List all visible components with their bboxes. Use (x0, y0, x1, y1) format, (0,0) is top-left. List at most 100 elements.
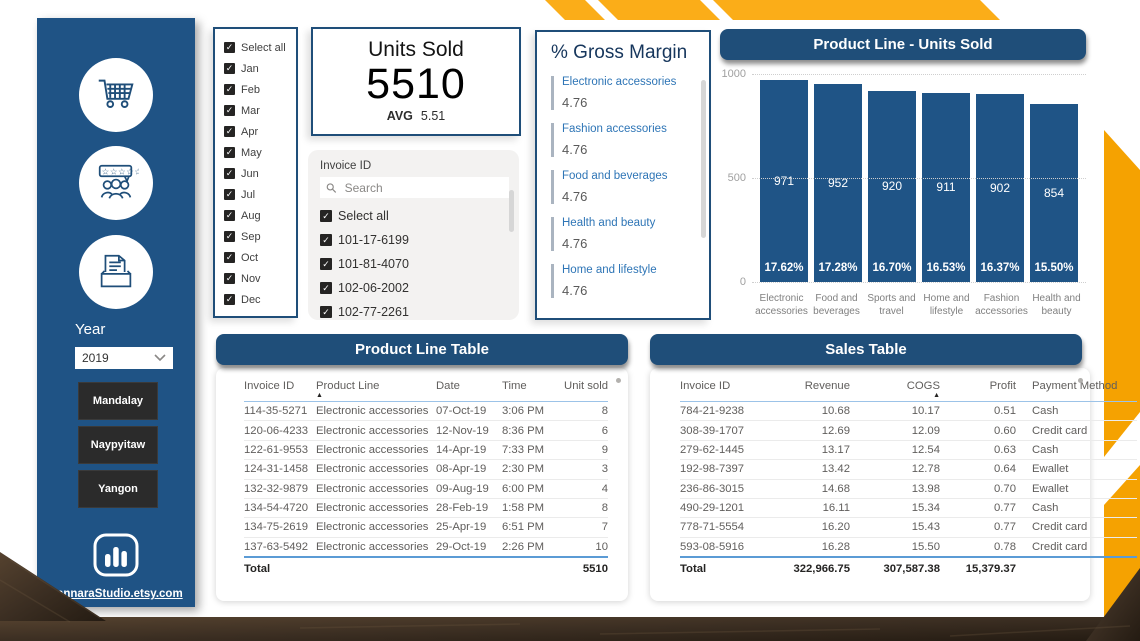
month-option[interactable]: ✓ Feb (224, 79, 296, 100)
checkbox-checked-icon[interactable]: ✓ (224, 210, 235, 221)
month-option[interactable]: ✓ Select all (224, 37, 296, 58)
city-button-naypyitaw[interactable]: Naypyitaw (78, 426, 158, 464)
column-header-revenue[interactable]: Revenue (772, 378, 850, 402)
table-row[interactable]: 192-98-7397 13.42 12.78 0.64 Ewallet (680, 459, 1137, 480)
bar-percent-label: 17.62% (764, 262, 804, 274)
bar-5[interactable]: 902 16.37% (976, 94, 1024, 282)
gross-margin-item[interactable]: Fashion accessories 4.76 (551, 123, 697, 157)
column-header-payment-method[interactable]: Payment Method (1016, 378, 1137, 402)
month-option[interactable]: ✓ Jul (224, 184, 296, 205)
checkbox-checked-icon[interactable]: ✓ (224, 147, 235, 158)
table-cell: 13.98 (850, 479, 940, 499)
bar-1[interactable]: 971 17.62% (760, 80, 808, 282)
sales-table: Invoice ID Revenue COGS ▲ Profit Payment Meth… (680, 378, 1137, 579)
column-header-unit-sold[interactable]: Unit sold (558, 378, 608, 402)
checkbox-checked-icon[interactable]: ✓ (224, 231, 235, 242)
bar-4[interactable]: 911 16.53% (922, 92, 970, 282)
table-cell: Electronic accessories (316, 459, 436, 480)
table-row[interactable]: 134-75-2619 Electronic accessories 25-Apr-… (244, 517, 608, 538)
column-header-label: Unit sold (564, 380, 608, 392)
gross-margin-item[interactable]: Electronic accessories 4.76 (551, 76, 697, 110)
column-header-invoice-id[interactable]: Invoice ID (680, 378, 772, 402)
table-cell: 778-71-5554 (680, 517, 772, 538)
table-row[interactable]: 490-29-1201 16.11 15.34 0.77 Cash (680, 498, 1137, 519)
invoice-option[interactable]: ✓ 102-77-2261 (320, 300, 511, 324)
table-cell: Ewallet (1016, 459, 1137, 480)
month-option[interactable]: ✓ Apr (224, 121, 296, 142)
invoice-scrollbar[interactable] (509, 190, 514, 232)
product-table-scrollbar[interactable] (616, 378, 621, 383)
table-row[interactable]: 137-63-5492 Electronic accessories 29-Oct-… (244, 537, 608, 558)
column-header-time[interactable]: Time (502, 378, 558, 402)
table-row[interactable]: 122-61-9553 Electronic accessories 14-Apr-… (244, 440, 608, 461)
checkbox-checked-icon[interactable]: ✓ (224, 189, 235, 200)
city-button-yangon[interactable]: Yangon (78, 470, 158, 508)
checkbox-checked-icon[interactable]: ✓ (224, 105, 235, 116)
table-row[interactable]: 308-39-1707 12.69 12.09 0.60 Credit card (680, 420, 1137, 441)
bar-2[interactable]: 952 17.28% (814, 83, 862, 282)
checkbox-checked-icon[interactable]: ✓ (320, 210, 332, 222)
invoice-option[interactable]: ✓ 101-17-6199 (320, 228, 511, 252)
month-option[interactable]: ✓ May (224, 142, 296, 163)
checkbox-checked-icon[interactable]: ✓ (224, 168, 235, 179)
checkbox-checked-icon[interactable]: ✓ (320, 306, 332, 318)
category-label: Home and lifestyle (923, 293, 970, 317)
y-axis-tick: 0 (739, 276, 746, 288)
table-row[interactable]: 279-62-1445 13.17 12.54 0.63 Cash (680, 440, 1137, 461)
table-row[interactable]: 593-08-5916 16.28 15.50 0.78 Credit card (680, 537, 1137, 558)
invoice-option[interactable]: ✓ 102-06-2002 (320, 276, 511, 300)
checkbox-checked-icon[interactable]: ✓ (320, 234, 332, 246)
month-option[interactable]: ✓ Jan (224, 58, 296, 79)
table-cell: Credit card (1016, 420, 1137, 441)
column-header-profit[interactable]: Profit (940, 378, 1016, 402)
table-cell: 15.43 (850, 517, 940, 538)
month-option[interactable]: ✓ Aug (224, 205, 296, 226)
checkbox-checked-icon[interactable]: ✓ (320, 282, 332, 294)
invoice-search-box[interactable] (320, 177, 509, 198)
checkbox-checked-icon[interactable]: ✓ (224, 294, 235, 305)
bar-3[interactable]: 920 16.70% (868, 90, 916, 282)
table-row[interactable]: 132-32-9879 Electronic accessories 09-Aug-… (244, 479, 608, 499)
table-row[interactable]: 784-21-9238 10.68 10.17 0.51 Cash (680, 401, 1137, 422)
total-row: Total 322,966.75 307,587.38 15,379.37 (680, 555, 1137, 579)
table-row[interactable]: 236-86-3015 14.68 13.98 0.70 Ewallet (680, 479, 1137, 499)
table-cell: 6:51 PM (502, 517, 558, 538)
column-header-cogs[interactable]: COGS ▲ (850, 378, 940, 402)
checkbox-checked-icon[interactable]: ✓ (224, 63, 235, 74)
column-header-product-line[interactable]: Product Line ▲ (316, 378, 436, 402)
gross-margin-scrollbar[interactable] (701, 80, 706, 238)
table-row[interactable]: 114-35-5271 Electronic accessories 07-Oct-… (244, 401, 608, 422)
month-option[interactable]: ✓ Dec (224, 289, 296, 310)
month-option[interactable]: ✓ Oct (224, 247, 296, 268)
year-dropdown[interactable]: 2019 (75, 347, 173, 369)
month-option[interactable]: ✓ Nov (224, 268, 296, 289)
table-row[interactable]: 124-31-1458 Electronic accessories 08-Apr-… (244, 459, 608, 480)
chart-bars: 971 17.62% 952 17.28% 920 16.70% 911 16.53% 902 1… (752, 74, 1086, 282)
search-input[interactable] (342, 179, 503, 196)
table-row[interactable]: 778-71-5554 16.20 15.43 0.77 Credit card (680, 517, 1137, 538)
checkbox-checked-icon[interactable]: ✓ (224, 252, 235, 263)
checkbox-checked-icon[interactable]: ✓ (224, 84, 235, 95)
bar-6[interactable]: 854 15.50% (1030, 104, 1078, 282)
brand-link[interactable]: PannaraStudio.etsy.com (49, 588, 183, 600)
gross-margin-item[interactable]: Food and beverages 4.76 (551, 170, 697, 204)
city-button-mandalay[interactable]: Mandalay (78, 382, 158, 420)
table-row[interactable]: 134-54-4720 Electronic accessories 28-Feb-… (244, 498, 608, 519)
checkbox-checked-icon[interactable]: ✓ (224, 126, 235, 137)
sales-table-scrollbar[interactable] (1078, 378, 1083, 383)
column-header-date[interactable]: Date (436, 378, 502, 402)
month-option[interactable]: ✓ Sep (224, 226, 296, 247)
table-cell: 16.20 (772, 517, 850, 538)
table-row[interactable]: 120-06-4233 Electronic accessories 12-Nov-… (244, 420, 608, 441)
bar-value-label: 911 (936, 180, 956, 195)
column-header-invoice-id[interactable]: Invoice ID (244, 378, 316, 402)
gross-margin-item[interactable]: Health and beauty 4.76 (551, 217, 697, 251)
invoice-option[interactable]: ✓ 101-81-4070 (320, 252, 511, 276)
month-option[interactable]: ✓ Jun (224, 163, 296, 184)
checkbox-checked-icon[interactable]: ✓ (320, 258, 332, 270)
checkbox-checked-icon[interactable]: ✓ (224, 42, 235, 53)
checkbox-checked-icon[interactable]: ✓ (224, 273, 235, 284)
invoice-option[interactable]: ✓ Select all (320, 204, 511, 228)
gross-margin-item[interactable]: Home and lifestyle 4.76 (551, 264, 697, 298)
month-option[interactable]: ✓ Mar (224, 100, 296, 121)
